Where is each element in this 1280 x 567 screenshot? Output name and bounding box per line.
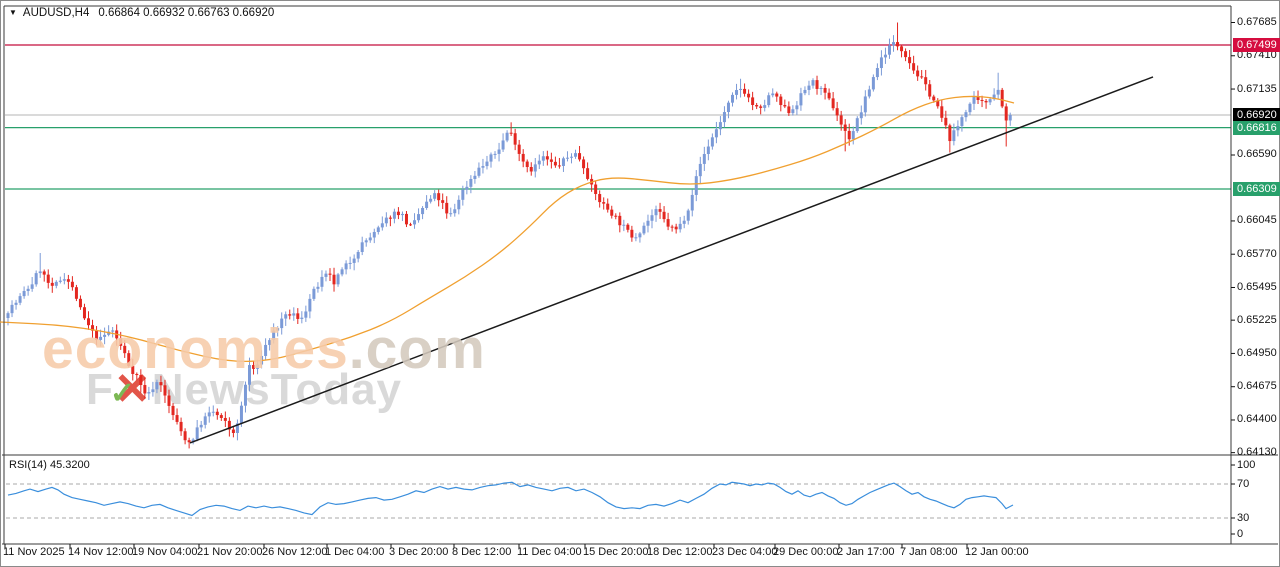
- price-tick-label: 0.64400: [1237, 413, 1277, 426]
- rsi-indicator-label: RSI(14) 45.3200: [9, 459, 90, 471]
- price-tick-label: 0.67685: [1237, 15, 1277, 28]
- time-axis-label: 11 Dec 04:00: [517, 546, 582, 558]
- rsi-pane: [6, 481, 1230, 519]
- time-axis-label: 2 Jan 17:00: [837, 546, 895, 558]
- price-tick-label: 0.64950: [1237, 346, 1277, 359]
- rsi-tick-label: 0: [1237, 527, 1244, 540]
- watermark-fxnewstoday: F ✓ ✕NewsToday: [86, 364, 402, 415]
- time-axis-label: 18 Dec 12:00: [647, 546, 713, 558]
- watermark-newstoday: NewsToday: [151, 365, 403, 414]
- symbol-dropdown-icon[interactable]: ▼: [9, 8, 17, 17]
- watermark-f: F: [86, 365, 114, 414]
- time-axis-label: 19 Nov 04:00: [132, 546, 198, 558]
- time-axis-label: 15 Dec 20:00: [583, 546, 649, 558]
- price-tick-label: 0.65495: [1237, 280, 1277, 293]
- candlesticks: [6, 22, 1012, 449]
- price-level-badge: 0.66816: [1233, 120, 1280, 135]
- price-tick-label: 0.64130: [1237, 446, 1277, 459]
- price-level-badge: 0.67499: [1233, 38, 1280, 52]
- chart-frame: [2, 5, 1278, 548]
- price-tick-label: 0.66590: [1237, 148, 1277, 161]
- time-axis-label: 7 Jan 08:00: [900, 546, 958, 558]
- time-axis-label: 14 Nov 12:00: [68, 546, 134, 558]
- time-axis-label: 12 Jan 00:00: [965, 546, 1029, 558]
- ascending-trendline: [189, 76, 1154, 444]
- time-axis-label: 1 Dec 04:00: [325, 546, 385, 558]
- fx-check-icon: ✓: [109, 377, 137, 410]
- rsi-tick-label: 70: [1237, 477, 1250, 490]
- time-axis-label: 11 Nov 2025: [3, 546, 65, 558]
- moving-average-line: [0, 95, 1015, 363]
- ohlc-values: 0.66864 0.66932 0.66763 0.66920: [98, 7, 275, 19]
- time-axis-label: 8 Dec 12:00: [452, 546, 512, 558]
- price-tick-label: 0.64675: [1237, 380, 1277, 393]
- time-axis-label: 26 Nov 12:00: [262, 546, 328, 558]
- time-axis-label: 3 Dec 20:00: [389, 546, 449, 558]
- rsi-tick-label: 30: [1237, 511, 1250, 524]
- time-axis-label: 23 Dec 04:00: [712, 546, 778, 558]
- time-axis-label: 29 Dec 00:00: [773, 546, 839, 558]
- price-level-badge: 0.66920: [1233, 108, 1280, 123]
- rsi-line: [7, 481, 1014, 517]
- price-tick-label: 0.65770: [1237, 247, 1277, 260]
- price-tick-label: 0.67135: [1237, 82, 1277, 95]
- symbol-period-label: AUDUSD,H4: [22, 7, 90, 19]
- chart-title-bar: ▼ AUDUSD,H4 0.66864 0.66932 0.66763 0.6692…: [9, 7, 274, 19]
- price-tick-label: 0.65225: [1237, 313, 1277, 326]
- price-level-badge: 0.66309: [1233, 181, 1280, 196]
- time-axis-label: 21 Nov 20:00: [197, 546, 263, 558]
- horizontal-levels: [5, 44, 1231, 190]
- price-tick-label: 0.66045: [1237, 214, 1277, 227]
- rsi-tick-label: 100: [1237, 458, 1256, 471]
- price-tick-label: 0.67410: [1237, 49, 1277, 62]
